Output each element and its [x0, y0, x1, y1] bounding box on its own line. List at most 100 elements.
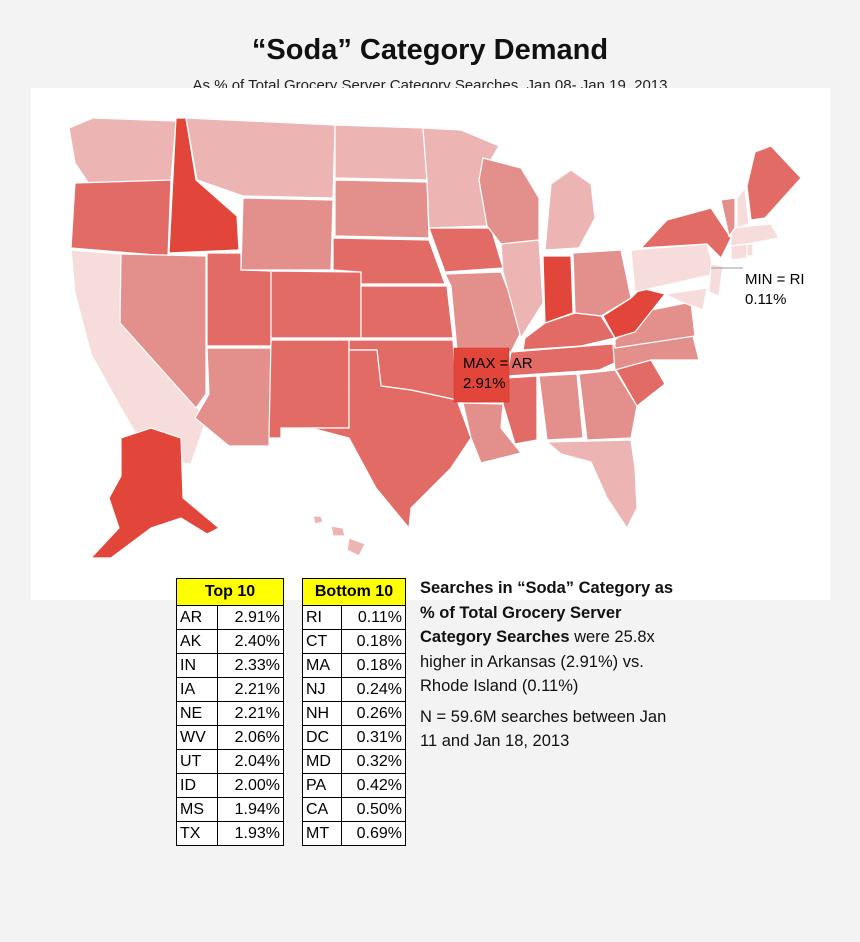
state-mt: [185, 117, 336, 199]
max-callout-value: 2.91%: [463, 375, 506, 392]
state-ri: [746, 243, 754, 257]
state-tx: [310, 349, 472, 530]
top10-row: IN 2.33%: [175, 653, 284, 678]
state-code-cell: CT: [302, 629, 342, 654]
map-svg: [68, 117, 802, 559]
state-code-cell: RI: [302, 605, 342, 630]
state-me: [746, 145, 802, 221]
share-value-cell: 2.21%: [217, 701, 284, 726]
bottom10-table: Bottom 10 RI 0.11% CT 0.18% MA 0.18% NJ 0.24% NH…: [302, 578, 407, 846]
state-wa: [68, 117, 177, 185]
share-value-cell: 2.91%: [217, 605, 284, 630]
state-ct: [730, 243, 748, 261]
share-value-cell: 2.06%: [217, 725, 284, 750]
top10-row: IA 2.21%: [175, 677, 284, 702]
top10-row: ID 2.00%: [175, 773, 284, 798]
state-code-cell: MS: [175, 797, 219, 822]
state-hi: [312, 515, 366, 557]
state-nh: [736, 186, 750, 229]
share-value-cell: 1.94%: [217, 797, 284, 822]
bottom10-row: PA 0.42%: [302, 773, 407, 798]
state-nj: [708, 263, 724, 297]
state-or: [70, 179, 172, 257]
state-sd: [334, 179, 430, 239]
share-value-cell: 0.24%: [340, 677, 407, 702]
max-callout-box: [453, 347, 510, 403]
share-value-cell: 2.40%: [217, 629, 284, 654]
min-callout: MIN = RI 0.11%: [745, 270, 805, 310]
summary-bold-text: Searches in “Soda” Category as % of Tota…: [420, 579, 674, 646]
state-nv: [119, 253, 207, 409]
top10-row: MS 1.94%: [175, 797, 284, 822]
top10-row: AK 2.40%: [175, 629, 284, 654]
top10-row: AR 2.91%: [175, 605, 284, 630]
state-pa: [630, 243, 716, 293]
state-code-cell: DC: [302, 725, 342, 750]
state-code-cell: AK: [175, 629, 219, 654]
top10-row: UT 2.04%: [175, 749, 284, 774]
state-code-cell: AR: [175, 605, 219, 630]
state-ia: [428, 227, 504, 273]
state-code-cell: IN: [175, 653, 219, 678]
state-ma: [730, 223, 780, 247]
share-value-cell: 2.21%: [217, 677, 284, 702]
share-value-cell: 0.32%: [340, 749, 407, 774]
state-mi: [544, 169, 596, 251]
summary-body-text: were 25.8x higher in Arkansas (2.91%) vs…: [420, 628, 655, 695]
state-in: [542, 255, 574, 324]
us-choropleth-map: MAX = AR 2.91% MIN = RI 0.11%: [31, 88, 830, 600]
state-code-cell: NH: [302, 701, 342, 726]
state-code-cell: TX: [175, 821, 219, 846]
state-co: [270, 270, 362, 339]
summary-notes: Searches in “Soda” Category as % of Tota…: [420, 576, 680, 760]
state-code-cell: NJ: [302, 677, 342, 702]
min-callout-label: MIN = RI: [745, 271, 805, 288]
share-value-cell: 0.31%: [340, 725, 407, 750]
state-nd: [334, 124, 428, 181]
state-nm: [268, 339, 350, 439]
state-code-cell: MT: [302, 821, 342, 846]
share-value-cell: 0.42%: [340, 773, 407, 798]
state-fl: [545, 439, 638, 530]
share-value-cell: 2.04%: [217, 749, 284, 774]
top10-row: NE 2.21%: [175, 701, 284, 726]
state-vt: [720, 197, 736, 238]
bottom10-row: MA 0.18%: [302, 653, 407, 678]
state-code-cell: CA: [302, 797, 342, 822]
share-value-cell: 0.11%: [340, 605, 407, 630]
state-code-cell: NE: [175, 701, 219, 726]
bottom10-row: MT 0.69%: [302, 821, 407, 846]
bottom10-header: Bottom 10: [302, 578, 406, 606]
share-value-cell: 1.93%: [217, 821, 284, 846]
bottom10-row: NH 0.26%: [302, 701, 407, 726]
state-code-cell: MA: [302, 653, 342, 678]
state-code-cell: WV: [175, 725, 219, 750]
state-code-cell: IA: [175, 677, 219, 702]
sample-size-note: N = 59.6M searches between Jan 11 and Ja…: [420, 707, 667, 751]
share-value-cell: 0.18%: [340, 653, 407, 678]
bottom10-row: RI 0.11%: [302, 605, 407, 630]
share-value-cell: 0.50%: [340, 797, 407, 822]
top10-row: WV 2.06%: [175, 725, 284, 750]
bottom10-row: DC 0.31%: [302, 725, 407, 750]
state-code-cell: ID: [175, 773, 219, 798]
state-al: [538, 373, 584, 441]
state-il: [500, 239, 544, 340]
top10-header: Top 10: [176, 578, 284, 606]
state-code-cell: UT: [175, 749, 219, 774]
max-callout-label: MAX = AR: [463, 355, 533, 372]
bottom10-row: NJ 0.24%: [302, 677, 407, 702]
state-md: [663, 287, 708, 311]
summary-paragraph: Searches in “Soda” Category as % of Tota…: [420, 576, 680, 699]
chart-title: “Soda” Category Demand: [251, 34, 609, 66]
state-code-cell: PA: [302, 773, 342, 798]
state-code-cell: MD: [302, 749, 342, 774]
share-value-cell: 0.69%: [340, 821, 407, 846]
bottom10-row: CA 0.50%: [302, 797, 407, 822]
state-ak: [89, 427, 221, 559]
share-value-cell: 2.00%: [217, 773, 284, 798]
top10-table: Top 10 AR 2.91% AK 2.40% IN 2.33% IA 2.21% NE 2.2…: [175, 578, 284, 846]
min-callout-value: 0.11%: [745, 291, 787, 308]
share-value-cell: 0.18%: [340, 629, 407, 654]
state-ne: [332, 237, 446, 285]
